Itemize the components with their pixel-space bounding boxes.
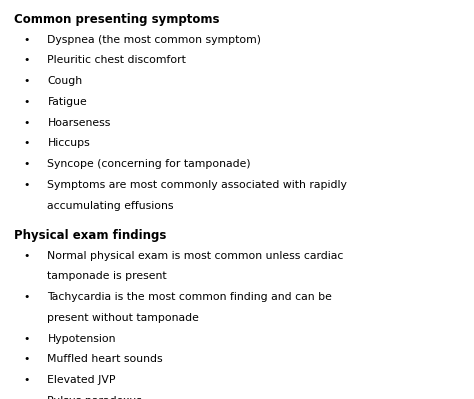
- Text: •: •: [24, 35, 30, 45]
- Text: •: •: [24, 55, 30, 65]
- Text: •: •: [24, 375, 30, 385]
- Text: •: •: [24, 118, 30, 128]
- Text: Cough: Cough: [47, 76, 82, 86]
- Text: •: •: [24, 97, 30, 107]
- Text: •: •: [24, 334, 30, 344]
- Text: Common presenting symptoms: Common presenting symptoms: [14, 13, 220, 26]
- Text: Tachycardia is the most common finding and can be: Tachycardia is the most common finding a…: [47, 292, 332, 302]
- Text: Syncope (concerning for tamponade): Syncope (concerning for tamponade): [47, 159, 251, 169]
- Text: Elevated JVP: Elevated JVP: [47, 375, 116, 385]
- Text: •: •: [24, 180, 30, 190]
- Text: •: •: [24, 354, 30, 364]
- Text: tamponade is present: tamponade is present: [47, 271, 167, 281]
- Text: Hiccups: Hiccups: [47, 138, 90, 148]
- Text: present without tamponade: present without tamponade: [47, 313, 199, 323]
- Text: Dyspnea (the most common symptom): Dyspnea (the most common symptom): [47, 35, 261, 45]
- Text: Symptoms are most commonly associated with rapidly: Symptoms are most commonly associated wi…: [47, 180, 347, 190]
- Text: Pulsus paradoxus: Pulsus paradoxus: [47, 396, 142, 399]
- Text: accumulating effusions: accumulating effusions: [47, 201, 174, 211]
- Text: •: •: [24, 292, 30, 302]
- Text: Hoarseness: Hoarseness: [47, 118, 111, 128]
- Text: •: •: [24, 76, 30, 86]
- Text: •: •: [24, 396, 30, 399]
- Text: •: •: [24, 159, 30, 169]
- Text: Pleuritic chest discomfort: Pleuritic chest discomfort: [47, 55, 186, 65]
- Text: •: •: [24, 251, 30, 261]
- Text: Physical exam findings: Physical exam findings: [14, 229, 166, 242]
- Text: •: •: [24, 138, 30, 148]
- Text: Fatigue: Fatigue: [47, 97, 87, 107]
- Text: Muffled heart sounds: Muffled heart sounds: [47, 354, 163, 364]
- Text: Hypotension: Hypotension: [47, 334, 116, 344]
- Text: Normal physical exam is most common unless cardiac: Normal physical exam is most common unle…: [47, 251, 344, 261]
